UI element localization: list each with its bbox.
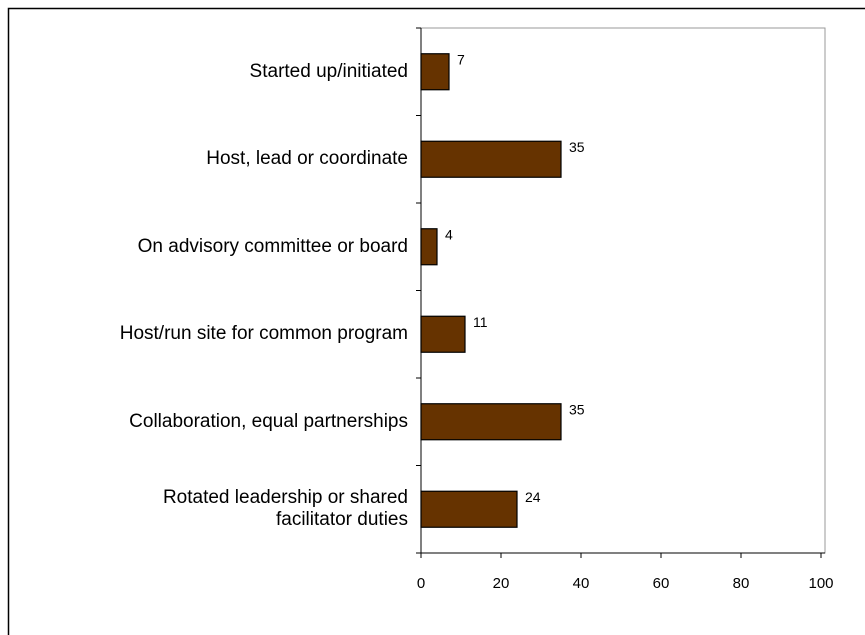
y-tick-label: Collaboration, equal partnerships xyxy=(129,410,408,432)
bar xyxy=(420,140,562,178)
x-tick-label: 80 xyxy=(733,575,750,592)
frame xyxy=(7,7,865,635)
bar xyxy=(420,403,562,441)
value-label: 11 xyxy=(473,314,488,330)
value-label: 24 xyxy=(525,489,541,505)
plot-area xyxy=(420,27,826,554)
y-tick-label: Started up/initiated xyxy=(249,60,408,82)
y-tick-label: On advisory committee or board xyxy=(137,235,408,257)
y-tick-label: Host, lead or coordinate xyxy=(206,148,408,170)
bar xyxy=(420,315,466,353)
value-label: 35 xyxy=(569,401,585,417)
value-label: 4 xyxy=(445,226,453,242)
y-tick-label: Host/run site for common program xyxy=(119,323,408,345)
y-tick-label: Rotated leadership or shared facilitator… xyxy=(162,487,408,531)
x-tick-label: 40 xyxy=(573,575,590,592)
bar xyxy=(420,490,518,528)
x-tick-label: 100 xyxy=(808,575,833,592)
value-label: 7 xyxy=(457,51,465,67)
bar xyxy=(420,228,438,266)
x-tick-label: 0 xyxy=(417,575,425,592)
bar xyxy=(420,53,450,91)
value-label: 35 xyxy=(569,139,585,155)
x-tick-label: 60 xyxy=(653,575,670,592)
x-tick-label: 20 xyxy=(493,575,510,592)
